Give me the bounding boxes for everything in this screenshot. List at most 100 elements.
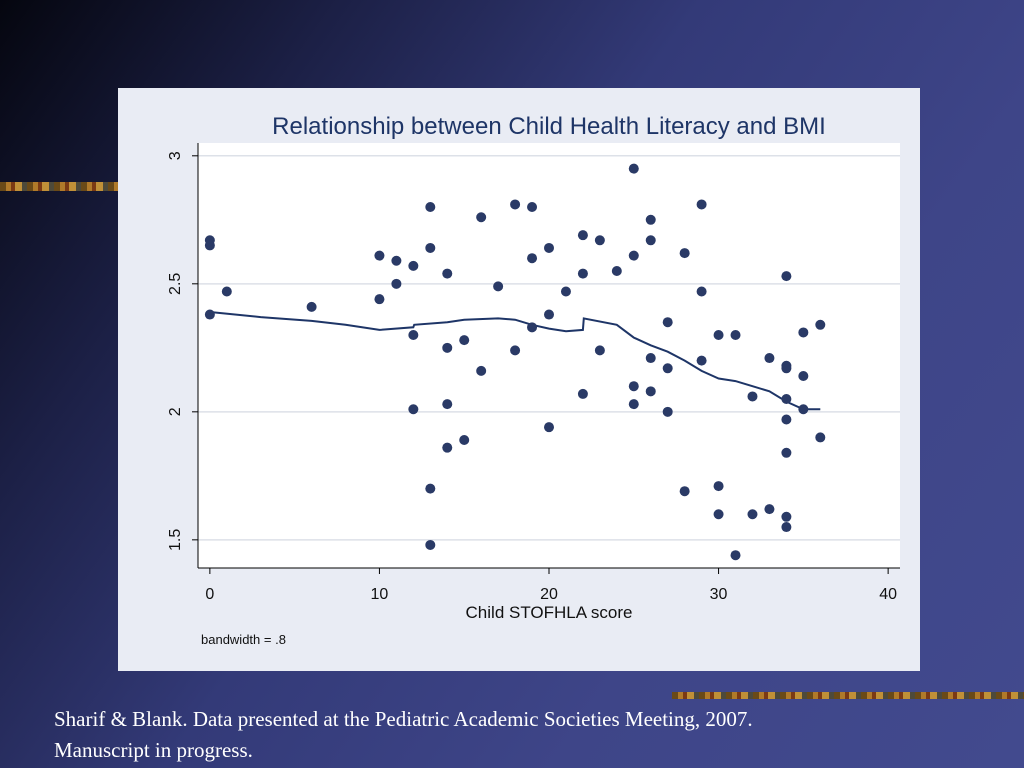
data-point (611, 266, 622, 277)
data-point (696, 286, 707, 297)
data-point (442, 442, 453, 453)
data-point (713, 481, 724, 492)
data-point (544, 242, 554, 253)
scatter-chart: Relationship between Child Health Litera… (167, 113, 900, 647)
lowess-smoother-line (209, 311, 821, 411)
decorative-strip-left (0, 182, 118, 191)
data-point (544, 422, 554, 433)
data-point (662, 317, 673, 328)
y-tick-label: 2 (167, 407, 184, 416)
data-point (781, 447, 792, 458)
data-point (577, 388, 588, 399)
x-tick-label: 0 (205, 586, 214, 603)
data-point (781, 394, 792, 405)
data-point (442, 399, 453, 410)
data-point (798, 404, 809, 415)
data-point (221, 286, 232, 297)
x-tick-label: 30 (710, 586, 728, 603)
data-point (459, 335, 470, 346)
data-point (425, 483, 436, 494)
data-point (696, 199, 707, 210)
data-point (425, 242, 436, 253)
data-point (645, 386, 656, 397)
data-point (713, 330, 724, 341)
data-point (628, 250, 639, 261)
x-tick-label: 20 (540, 586, 558, 603)
data-point (594, 235, 605, 246)
caption-line-2: Manuscript in progress. (54, 738, 253, 762)
data-point (628, 163, 639, 174)
data-point (391, 255, 402, 266)
data-point (781, 271, 792, 282)
data-point (662, 363, 673, 374)
caption-line-1: Sharif & Blank. Data presented at the Pe… (54, 707, 753, 731)
data-point (815, 319, 826, 330)
decorative-strip-right (672, 692, 1024, 699)
data-point (679, 248, 690, 259)
y-tick-label: 3 (167, 151, 184, 160)
data-point (747, 391, 758, 402)
gridlines (198, 155, 900, 541)
data-point (798, 327, 809, 338)
data-point (781, 414, 792, 425)
data-point (425, 202, 436, 213)
data-point (662, 406, 673, 417)
data-point (391, 278, 402, 289)
data-point (408, 260, 419, 271)
x-axis-title: Child STOFHLA score (466, 603, 633, 622)
chart-title: Relationship between Child Health Litera… (272, 113, 826, 140)
plot-area (198, 143, 900, 568)
data-point (374, 250, 385, 261)
data-point (527, 322, 538, 333)
y-tick-label: 1.5 (167, 529, 184, 551)
data-point (476, 212, 487, 223)
data-point (560, 286, 571, 297)
x-tick-label: 10 (371, 586, 389, 603)
chart-panel: Relationship between Child Health Litera… (118, 88, 920, 671)
data-point (204, 309, 215, 320)
data-point (781, 363, 792, 374)
source-caption: Sharif & Blank. Data presented at the Pe… (54, 704, 994, 766)
data-point (645, 353, 656, 364)
data-point (510, 345, 521, 356)
data-point (696, 355, 707, 366)
data-point (425, 539, 436, 550)
data-point (747, 509, 758, 520)
data-point (628, 381, 639, 392)
data-point (527, 202, 538, 213)
data-point (764, 353, 775, 364)
data-point (544, 309, 554, 320)
x-tick-label: 40 (879, 586, 897, 603)
data-point (577, 268, 588, 279)
data-point (628, 399, 639, 410)
data-point (713, 509, 724, 520)
data-point (476, 365, 487, 376)
data-point (408, 330, 419, 341)
data-point (798, 370, 809, 381)
data-point (577, 230, 588, 241)
data-point (781, 511, 792, 522)
y-tick-label: 2.5 (167, 273, 184, 295)
data-point (527, 253, 538, 264)
data-point (730, 550, 741, 561)
data-point (408, 404, 419, 415)
bandwidth-note: bandwidth = .8 (201, 632, 286, 647)
data-point (645, 214, 656, 225)
data-point (730, 330, 741, 341)
data-points (204, 163, 826, 561)
data-point (204, 240, 215, 251)
data-point (781, 522, 792, 533)
data-point (645, 235, 656, 246)
data-point (306, 301, 317, 312)
data-point (493, 281, 504, 292)
data-point (594, 345, 605, 356)
data-point (510, 199, 521, 210)
data-point (764, 504, 775, 515)
data-point (442, 342, 453, 353)
data-point (459, 434, 470, 445)
axis-ticks (192, 155, 889, 574)
data-point (374, 294, 385, 305)
data-point (442, 268, 453, 279)
data-point (815, 432, 826, 443)
data-point (679, 486, 690, 497)
